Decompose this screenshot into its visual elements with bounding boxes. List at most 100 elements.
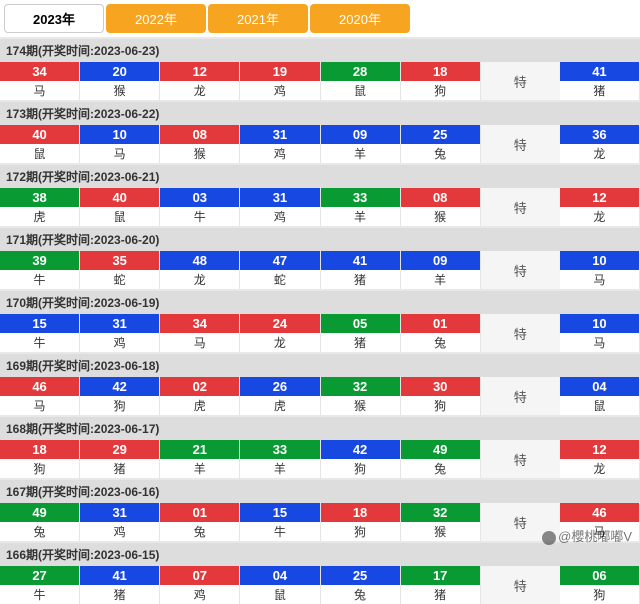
ball-cell: 31鸡 — [240, 125, 320, 163]
ball-zodiac: 鸡 — [160, 585, 239, 604]
ball-number: 29 — [80, 440, 159, 459]
period-header: 172期(开奖时间:2023-06-21) — [0, 165, 640, 188]
ball-number: 40 — [80, 188, 159, 207]
ball-cell: 35蛇 — [80, 251, 160, 289]
year-tab[interactable]: 2021年 — [208, 4, 308, 33]
special-label: 特 — [481, 125, 560, 163]
ball-row: 18狗29猪21羊33羊42狗49兔特12龙 — [0, 440, 640, 478]
ball-zodiac: 虎 — [160, 396, 239, 415]
ball-number: 09 — [401, 251, 480, 270]
ball-number: 18 — [401, 62, 480, 81]
ball-number: 33 — [240, 440, 319, 459]
period-block: 169期(开奖时间:2023-06-18)46马42狗02虎26虎32猴30狗特… — [0, 354, 640, 415]
special-cell: 41猪 — [560, 62, 640, 100]
ball-zodiac: 鼠 — [0, 144, 79, 163]
ball-zodiac: 猴 — [401, 522, 480, 541]
period-header: 171期(开奖时间:2023-06-20) — [0, 228, 640, 251]
ball-cell: 05猪 — [321, 314, 401, 352]
special-label: 特 — [481, 251, 560, 289]
ball-cell: 49兔 — [0, 503, 80, 541]
ball-number: 46 — [0, 377, 79, 396]
special-label: 特 — [481, 377, 560, 415]
ball-cell: 10马 — [80, 125, 160, 163]
ball-number: 31 — [80, 314, 159, 333]
period-header: 173期(开奖时间:2023-06-22) — [0, 102, 640, 125]
ball-zodiac: 兔 — [321, 585, 400, 604]
ball-cell: 41猪 — [321, 251, 401, 289]
ball-number: 02 — [160, 377, 239, 396]
ball-cell: 01兔 — [401, 314, 481, 352]
ball-cell: 21羊 — [160, 440, 240, 478]
ball-cell: 40鼠 — [80, 188, 160, 226]
period-header: 170期(开奖时间:2023-06-19) — [0, 291, 640, 314]
ball-zodiac: 马 — [160, 333, 239, 352]
ball-zodiac: 牛 — [160, 207, 239, 226]
ball-zodiac: 兔 — [401, 144, 480, 163]
period-block: 173期(开奖时间:2023-06-22)40鼠10马08猴31鸡09羊25兔特… — [0, 102, 640, 163]
period-block: 174期(开奖时间:2023-06-23)34马20猴12龙19鸡28鼠18狗特… — [0, 39, 640, 100]
year-tab[interactable]: 2023年 — [4, 4, 104, 33]
ball-cell: 17猪 — [401, 566, 481, 604]
ball-zodiac: 牛 — [0, 270, 79, 289]
special-cell: 10马 — [560, 314, 640, 352]
ball-row: 15牛31鸡34马24龙05猪01兔特10马 — [0, 314, 640, 352]
ball-number: 32 — [401, 503, 480, 522]
ball-zodiac: 猪 — [321, 333, 400, 352]
ball-cell: 42狗 — [80, 377, 160, 415]
ball-zodiac: 牛 — [0, 585, 79, 604]
ball-cell: 49兔 — [401, 440, 481, 478]
ball-cell: 20猴 — [80, 62, 160, 100]
ball-zodiac: 马 — [0, 81, 79, 100]
special-cell: 36龙 — [560, 125, 640, 163]
ball-zodiac: 蛇 — [240, 270, 319, 289]
ball-number: 26 — [240, 377, 319, 396]
period-block: 166期(开奖时间:2023-06-15)27牛41猪07鸡04鼠25兔17猪特… — [0, 543, 640, 604]
ball-number: 41 — [321, 251, 400, 270]
ball-zodiac: 兔 — [401, 333, 480, 352]
ball-number: 35 — [80, 251, 159, 270]
ball-number: 49 — [0, 503, 79, 522]
ball-cell: 34马 — [160, 314, 240, 352]
special-number: 06 — [560, 566, 639, 585]
ball-number: 25 — [321, 566, 400, 585]
ball-number: 38 — [0, 188, 79, 207]
ball-cell: 26虎 — [240, 377, 320, 415]
ball-cell: 28鼠 — [321, 62, 401, 100]
ball-cell: 33羊 — [240, 440, 320, 478]
special-cell: 12龙 — [560, 440, 640, 478]
ball-zodiac: 狗 — [401, 81, 480, 100]
ball-cell: 12龙 — [160, 62, 240, 100]
special-number: 36 — [560, 125, 639, 144]
ball-number: 42 — [321, 440, 400, 459]
special-label: 特 — [481, 566, 560, 604]
year-tab[interactable]: 2020年 — [310, 4, 410, 33]
year-tab[interactable]: 2022年 — [106, 4, 206, 33]
ball-zodiac: 猪 — [401, 585, 480, 604]
ball-number: 18 — [0, 440, 79, 459]
period-header: 167期(开奖时间:2023-06-16) — [0, 480, 640, 503]
ball-cell: 40鼠 — [0, 125, 80, 163]
ball-cell: 32猴 — [321, 377, 401, 415]
special-label: 特 — [481, 314, 560, 352]
ball-zodiac: 鸡 — [80, 522, 159, 541]
ball-number: 24 — [240, 314, 319, 333]
year-tabs: 2023年2022年2021年2020年 — [0, 0, 640, 37]
special-label: 特 — [481, 62, 560, 100]
ball-number: 07 — [160, 566, 239, 585]
special-cell: 10马 — [560, 251, 640, 289]
ball-zodiac: 狗 — [0, 459, 79, 478]
ball-zodiac: 蛇 — [80, 270, 159, 289]
ball-cell: 04鼠 — [240, 566, 320, 604]
special-zodiac: 鼠 — [560, 396, 639, 415]
ball-cell: 08猴 — [401, 188, 481, 226]
ball-zodiac: 鸡 — [80, 333, 159, 352]
special-number: 12 — [560, 440, 639, 459]
ball-row: 34马20猴12龙19鸡28鼠18狗特41猪 — [0, 62, 640, 100]
ball-zodiac: 羊 — [240, 459, 319, 478]
ball-zodiac: 狗 — [321, 522, 400, 541]
ball-number: 18 — [321, 503, 400, 522]
special-zodiac: 猪 — [560, 81, 639, 100]
ball-cell: 07鸡 — [160, 566, 240, 604]
ball-number: 34 — [0, 62, 79, 81]
ball-zodiac: 羊 — [401, 270, 480, 289]
